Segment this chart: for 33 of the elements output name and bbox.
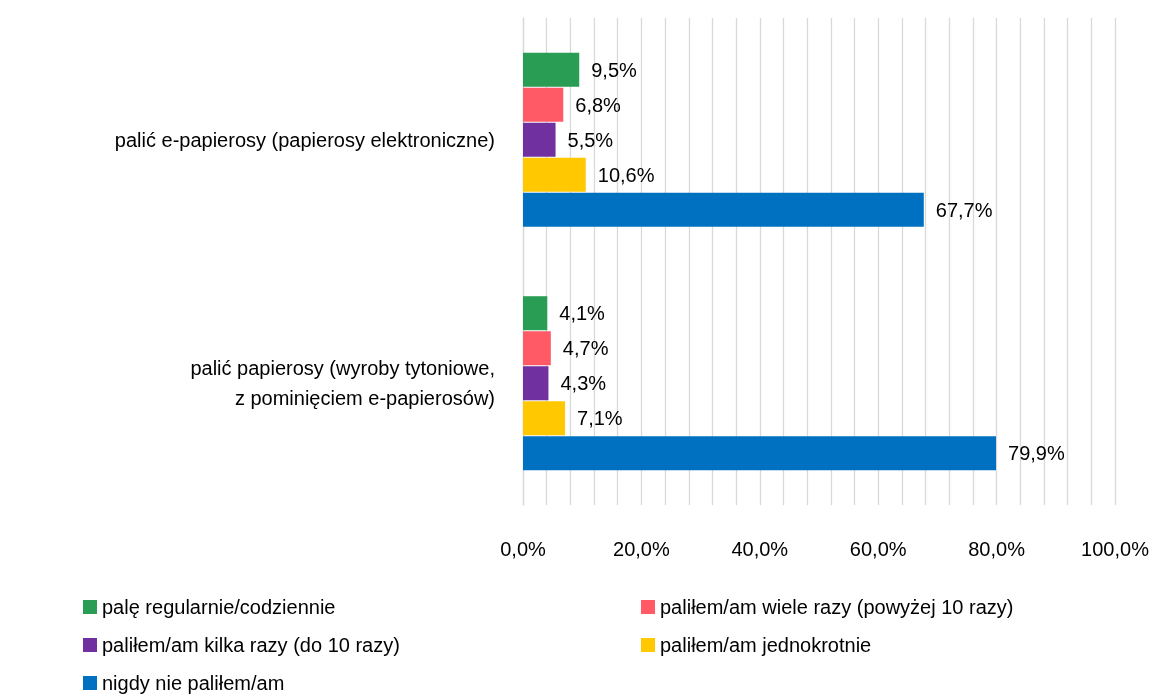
bar xyxy=(523,52,580,87)
x-tick-label: 40,0% xyxy=(731,538,789,560)
data-label: 79,9% xyxy=(1008,442,1065,465)
legend-label: nigdy nie paliłem/am xyxy=(102,672,285,694)
data-label: 6,8% xyxy=(575,93,622,116)
legend-label: palę regularnie/codziennie xyxy=(102,596,336,618)
data-label: 4,7% xyxy=(562,337,609,360)
data-label: 4,3% xyxy=(560,372,607,395)
bar xyxy=(523,331,551,366)
data-label: 7,1% xyxy=(577,407,623,430)
legend-label: paliłem/am jednokrotnie xyxy=(660,634,872,656)
bar xyxy=(523,87,564,122)
y-tick-label: palić e-papierosy (papierosy elektroniczne) xyxy=(114,128,495,151)
legend-label: paliłem/am wiele razy (powyżej 10 razy) xyxy=(660,596,1014,618)
bar xyxy=(523,436,997,471)
data-label: 10,6% xyxy=(597,163,655,186)
x-tick-label: 60,0% xyxy=(849,538,907,560)
bar xyxy=(523,157,586,192)
data-label: 67,7% xyxy=(935,198,993,221)
bar xyxy=(523,122,556,157)
x-tick-label: 100,0% xyxy=(1081,538,1150,560)
bar xyxy=(523,366,549,401)
data-label: 5,5% xyxy=(567,128,614,151)
data-label: 9,5% xyxy=(591,58,638,81)
x-tick-label: 0,0% xyxy=(500,538,547,560)
bar xyxy=(523,401,566,436)
y-tick-label: palić papierosy (wyroby tytoniowe, z pominięciem e-papierosów) xyxy=(190,357,495,410)
bar xyxy=(523,296,548,331)
x-tick-label: 80,0% xyxy=(968,538,1026,560)
legend-label: paliłem/am kilka razy (do 10 razy) xyxy=(102,634,400,656)
data-label: 4,1% xyxy=(559,302,606,325)
bar xyxy=(523,192,924,227)
x-tick-label: 20,0% xyxy=(613,538,670,560)
